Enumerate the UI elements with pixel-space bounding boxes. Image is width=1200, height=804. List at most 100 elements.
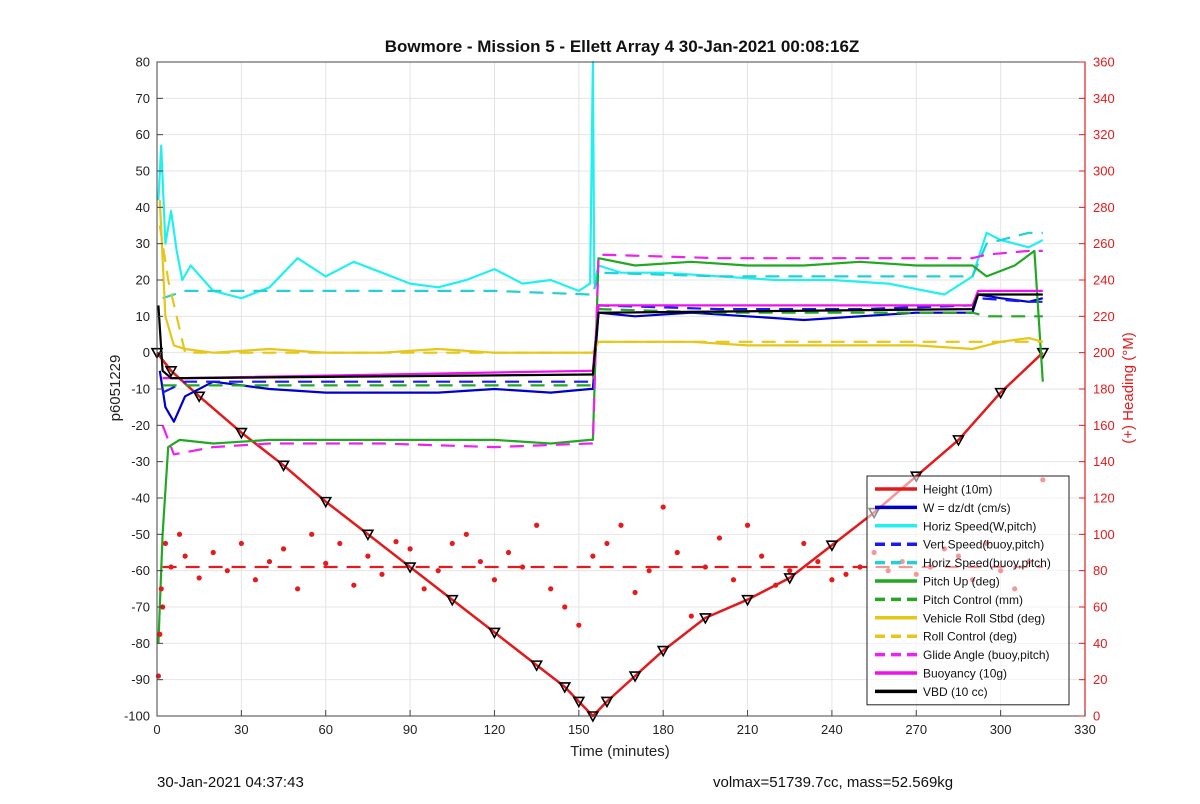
y-tick-label: -60 [131, 563, 150, 578]
legend: Height (10m) W = dz/dt (cm/s) Horiz Speed(… [866, 475, 1070, 706]
heading-point [730, 577, 737, 583]
y2-tick-label: 280 [1093, 200, 1115, 215]
heading-point [435, 568, 441, 574]
height-marker [600, 696, 614, 709]
y-tick-label: -10 [131, 382, 150, 397]
heading-point [632, 589, 638, 596]
y-tick-label: -100 [124, 709, 150, 724]
y-tick-label: 10 [136, 309, 150, 324]
heading-point [505, 549, 512, 556]
legend-entry: Horiz Speed(W,pitch) [923, 519, 1036, 533]
heading-point [716, 535, 723, 541]
height-marker [628, 671, 642, 683]
x-tick-label: 0 [153, 722, 160, 737]
y-tick-label: 50 [136, 164, 150, 179]
series-line-roll [158, 225, 1043, 354]
legend-entry: Pitch Control (mm) [923, 593, 1023, 607]
y-tick-label: 70 [136, 91, 150, 106]
x-tick-label: 300 [990, 722, 1012, 737]
chart-title: Bowmore - Mission 5 - Ellett Array 4 30-… [385, 37, 860, 56]
y-tick-label: -50 [131, 527, 150, 542]
legend-entry: Pitch Up (deg) [923, 575, 1000, 589]
heading-point [491, 577, 498, 583]
heading-point [196, 575, 202, 581]
y-tick-label: -90 [131, 672, 150, 687]
y2-tick-label: 20 [1093, 672, 1107, 687]
heading-point [477, 558, 483, 565]
heading-point [323, 560, 329, 567]
legend-entry: VBD (10 cc) [923, 685, 988, 699]
y2-tick-label: 100 [1093, 527, 1115, 542]
height-marker [403, 562, 417, 574]
heading-point [548, 586, 554, 592]
heading-point [773, 582, 779, 588]
y-tick-label: -70 [131, 600, 150, 615]
x-tick-label: 60 [318, 722, 332, 737]
y2-tick-label: 40 [1093, 636, 1107, 651]
x-tick-label: 240 [821, 722, 843, 737]
height-marker [192, 391, 206, 403]
y-tick-label: 0 [143, 345, 150, 360]
y2-tick-label: 240 [1093, 273, 1115, 288]
height-marker [741, 594, 754, 607]
y-tick-label: 20 [136, 273, 150, 288]
heading-point [351, 582, 357, 588]
heading-point [449, 540, 455, 547]
y2-tick-label: 340 [1093, 91, 1115, 106]
height-marker [445, 594, 459, 607]
heading-point [787, 568, 793, 574]
y-tick-label: -80 [131, 636, 150, 651]
heading-point [576, 622, 582, 628]
y2-tick-label: 360 [1093, 55, 1115, 70]
heading-point [158, 586, 164, 592]
height-marker [558, 682, 572, 694]
legend-box [866, 475, 1070, 706]
legend-entry: Vert Speed(buoy,pitch) [923, 538, 1044, 552]
x-axis-label: Time (minutes) [570, 743, 669, 760]
height-marker [572, 696, 586, 709]
series-line-glide [161, 249, 1043, 456]
legend-entry: Height (10m) [923, 483, 992, 497]
y2-tick-label: 60 [1093, 600, 1107, 615]
heading-point [421, 586, 427, 592]
x-tick-label: 330 [1074, 722, 1096, 737]
legend-entry: Roll Control (deg) [923, 630, 1017, 644]
heading-point [618, 522, 624, 528]
y2-tick-label: 320 [1093, 127, 1115, 142]
heading-point [744, 522, 751, 528]
legend-entry: W = dz/dt (cm/s) [923, 501, 1011, 515]
legend-entry: Vehicle Roll Stbd (deg) [923, 611, 1045, 625]
height-marker [783, 573, 797, 585]
heading-point [829, 577, 835, 583]
heading-point [688, 613, 694, 619]
y2-tick-label: 300 [1093, 164, 1115, 179]
y2-tick-label: 180 [1093, 382, 1115, 397]
footer-timestamp: 30-Jan-2021 04:37:43 [157, 774, 304, 791]
y-axis-label: p6051229 [107, 355, 124, 422]
heading-point [309, 531, 315, 537]
heading-point [843, 571, 849, 577]
x-tick-label: 210 [737, 722, 759, 737]
heading-point [801, 540, 807, 547]
x-tick-label: 120 [484, 722, 506, 737]
heading-point [646, 568, 652, 574]
height-marker [825, 540, 839, 552]
heading-point [379, 571, 385, 577]
heading-point [463, 531, 469, 537]
heading-point [210, 549, 216, 556]
heading-point [407, 546, 413, 552]
series-line-horiz [162, 231, 1043, 300]
height-marker [656, 645, 670, 658]
y2-tick-label: 140 [1093, 454, 1115, 469]
series-line-vbd [157, 293, 1043, 380]
heading-point [393, 539, 399, 545]
height-marker [952, 435, 965, 447]
heading-point [224, 568, 230, 574]
y-tick-label: 30 [136, 236, 150, 251]
y2-tick-label: 0 [1093, 709, 1100, 724]
heading-point [252, 577, 259, 583]
height-marker [530, 660, 543, 672]
height-marker [277, 460, 290, 472]
y-tick-label: 60 [136, 127, 150, 142]
